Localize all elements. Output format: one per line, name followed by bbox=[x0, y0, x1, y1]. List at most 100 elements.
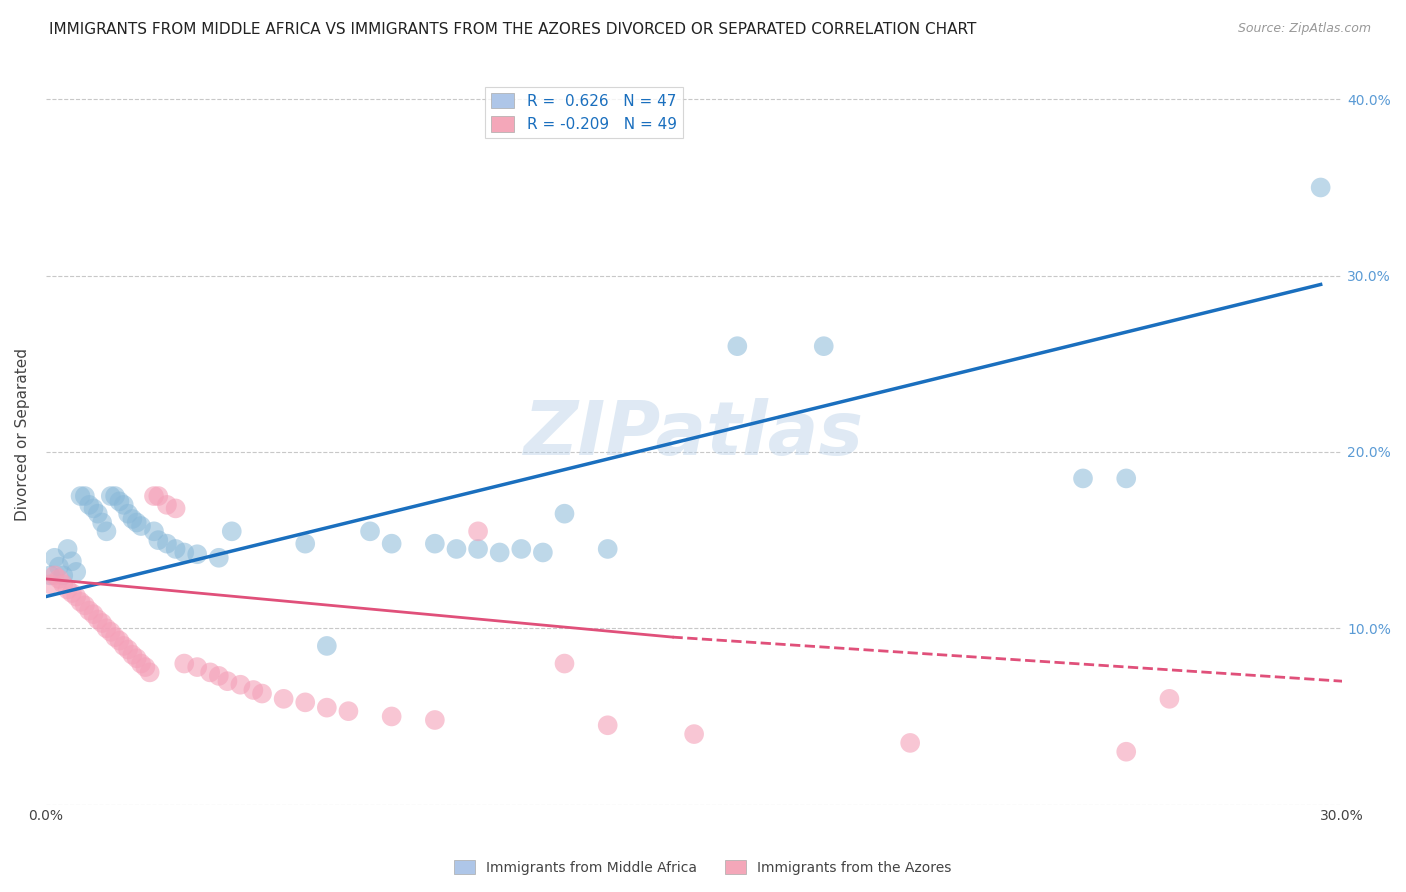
Point bbox=[44, 568, 66, 582]
Point bbox=[65, 590, 87, 604]
Point bbox=[148, 533, 170, 548]
Point bbox=[423, 713, 446, 727]
Point bbox=[198, 665, 221, 680]
Point bbox=[77, 604, 100, 618]
Point bbox=[813, 339, 835, 353]
Point bbox=[117, 642, 139, 657]
Point bbox=[337, 704, 360, 718]
Point bbox=[91, 615, 114, 630]
Point bbox=[104, 630, 127, 644]
Point bbox=[108, 494, 131, 508]
Point bbox=[143, 489, 166, 503]
Point bbox=[121, 648, 143, 662]
Point bbox=[186, 660, 208, 674]
Point bbox=[423, 536, 446, 550]
Point bbox=[294, 536, 316, 550]
Point bbox=[229, 678, 252, 692]
Point bbox=[56, 541, 79, 556]
Point bbox=[531, 545, 554, 559]
Point bbox=[48, 572, 70, 586]
Point bbox=[315, 700, 337, 714]
Point bbox=[100, 489, 122, 503]
Point bbox=[221, 524, 243, 539]
Point bbox=[73, 599, 96, 613]
Point bbox=[121, 512, 143, 526]
Text: IMMIGRANTS FROM MIDDLE AFRICA VS IMMIGRANTS FROM THE AZORES DIVORCED OR SEPARATE: IMMIGRANTS FROM MIDDLE AFRICA VS IMMIGRA… bbox=[49, 22, 977, 37]
Point bbox=[488, 545, 510, 559]
Point bbox=[156, 536, 179, 550]
Point bbox=[96, 621, 118, 635]
Point bbox=[173, 545, 195, 559]
Point bbox=[186, 547, 208, 561]
Point bbox=[315, 639, 337, 653]
Point bbox=[83, 607, 105, 622]
Point bbox=[1115, 745, 1137, 759]
Point bbox=[60, 586, 83, 600]
Point bbox=[96, 524, 118, 539]
Point bbox=[73, 489, 96, 503]
Point bbox=[52, 568, 75, 582]
Point bbox=[294, 695, 316, 709]
Point bbox=[143, 524, 166, 539]
Point bbox=[65, 565, 87, 579]
Point bbox=[108, 633, 131, 648]
Text: Source: ZipAtlas.com: Source: ZipAtlas.com bbox=[1237, 22, 1371, 36]
Point bbox=[129, 657, 152, 671]
Point bbox=[173, 657, 195, 671]
Point bbox=[1115, 471, 1137, 485]
Point bbox=[156, 498, 179, 512]
Point bbox=[165, 541, 187, 556]
Point bbox=[117, 507, 139, 521]
Point bbox=[165, 501, 187, 516]
Point bbox=[446, 541, 468, 556]
Point bbox=[44, 550, 66, 565]
Point bbox=[125, 651, 148, 665]
Point bbox=[596, 718, 619, 732]
Point bbox=[91, 516, 114, 530]
Y-axis label: Divorced or Separated: Divorced or Separated bbox=[15, 348, 30, 521]
Point bbox=[48, 559, 70, 574]
Point bbox=[242, 683, 264, 698]
Point bbox=[69, 489, 91, 503]
Point bbox=[112, 498, 135, 512]
Point bbox=[125, 516, 148, 530]
Point bbox=[725, 339, 748, 353]
Point bbox=[553, 507, 575, 521]
Text: ZIPatlas: ZIPatlas bbox=[524, 398, 865, 471]
Point bbox=[100, 624, 122, 639]
Point bbox=[69, 595, 91, 609]
Legend: Immigrants from Middle Africa, Immigrants from the Azores: Immigrants from Middle Africa, Immigrant… bbox=[449, 855, 957, 880]
Point bbox=[467, 541, 489, 556]
Point bbox=[39, 568, 62, 582]
Point bbox=[83, 501, 105, 516]
Point bbox=[596, 541, 619, 556]
Point bbox=[683, 727, 706, 741]
Point bbox=[273, 691, 295, 706]
Legend: R =  0.626   N = 47, R = -0.209   N = 49: R = 0.626 N = 47, R = -0.209 N = 49 bbox=[485, 87, 683, 138]
Point bbox=[87, 507, 110, 521]
Point bbox=[112, 639, 135, 653]
Point bbox=[381, 536, 404, 550]
Point bbox=[510, 541, 533, 556]
Point bbox=[56, 582, 79, 597]
Point bbox=[217, 674, 239, 689]
Point bbox=[359, 524, 381, 539]
Point bbox=[553, 657, 575, 671]
Point bbox=[134, 660, 156, 674]
Point bbox=[1309, 180, 1331, 194]
Point bbox=[1071, 471, 1094, 485]
Point bbox=[898, 736, 921, 750]
Point bbox=[467, 524, 489, 539]
Point bbox=[60, 554, 83, 568]
Point bbox=[39, 577, 62, 591]
Point bbox=[87, 612, 110, 626]
Point bbox=[129, 519, 152, 533]
Point bbox=[381, 709, 404, 723]
Point bbox=[1159, 691, 1181, 706]
Point bbox=[250, 687, 273, 701]
Point bbox=[77, 498, 100, 512]
Point bbox=[138, 665, 160, 680]
Point bbox=[208, 550, 231, 565]
Point bbox=[148, 489, 170, 503]
Point bbox=[208, 669, 231, 683]
